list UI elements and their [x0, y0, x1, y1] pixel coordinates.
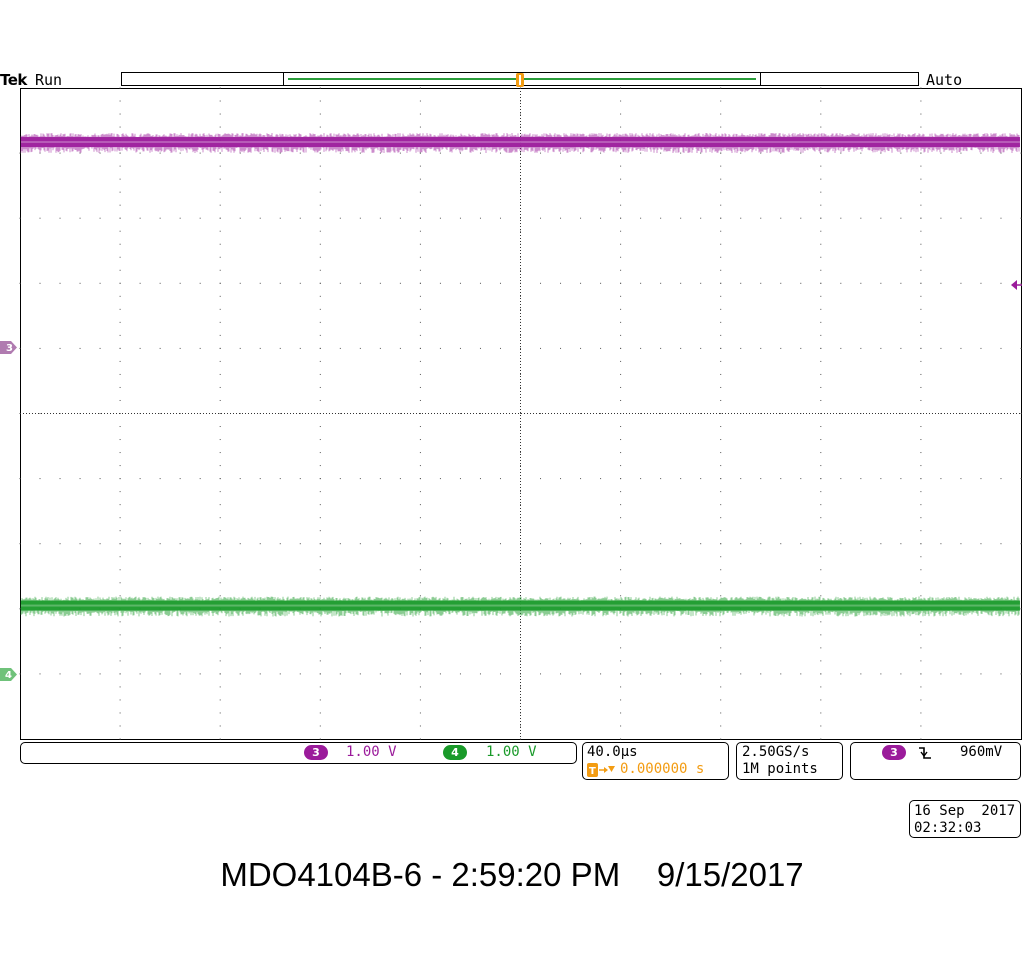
- timebase-value: 40.0µs: [587, 744, 638, 760]
- trigger-level-value: 960mV: [960, 744, 1003, 760]
- ch3-scale-value: 1.00 V: [346, 744, 397, 760]
- vertical-settings-box[interactable]: [20, 742, 577, 764]
- datetime-box: [909, 800, 1021, 838]
- record-length-value: 1M points: [742, 761, 818, 777]
- svg-text:4: 4: [5, 670, 12, 681]
- horizontal-settings-box[interactable]: [582, 742, 729, 780]
- trigger-mode: Auto: [926, 71, 963, 89]
- trigger-level-marker-icon[interactable]: [1010, 279, 1022, 291]
- ch3-badge[interactable]: 3: [304, 745, 328, 760]
- svg-text:T: T: [589, 766, 596, 777]
- sample-rate-value: 2.50GS/s: [742, 744, 810, 760]
- waveform-graticule: [19, 87, 1022, 740]
- ch4-trace: [20, 596, 1020, 617]
- trigger-delay-icon: T: [587, 763, 615, 777]
- svg-text:3: 3: [6, 343, 13, 354]
- ch4-badge[interactable]: 4: [443, 745, 467, 760]
- trigger-position-value: 0.000000 s: [620, 761, 705, 777]
- run-status: Run: [35, 71, 63, 89]
- trigger-position-icon: [516, 73, 524, 87]
- grid-dots: [19, 87, 1022, 740]
- ch3-ground-marker[interactable]: 3: [0, 340, 18, 355]
- ch4-scale-value: 1.00 V: [486, 744, 537, 760]
- acquisition-settings-box[interactable]: [736, 742, 843, 780]
- falling-edge-icon: [919, 747, 931, 759]
- trigger-source-badge: 3: [882, 745, 906, 760]
- ch3-trace: [20, 133, 1020, 153]
- trigger-settings-box[interactable]: [850, 742, 1021, 780]
- date-value: 16 Sep 2017: [914, 803, 1016, 819]
- tek-brand-label: Tek: [0, 71, 27, 89]
- time-value: 02:32:03: [914, 820, 982, 836]
- screenshot-caption: MDO4104B-6 - 2:59:20 PM 9/15/2017: [220, 856, 804, 893]
- trace-layer: [20, 133, 1020, 617]
- ch4-ground-marker[interactable]: 4: [0, 667, 18, 682]
